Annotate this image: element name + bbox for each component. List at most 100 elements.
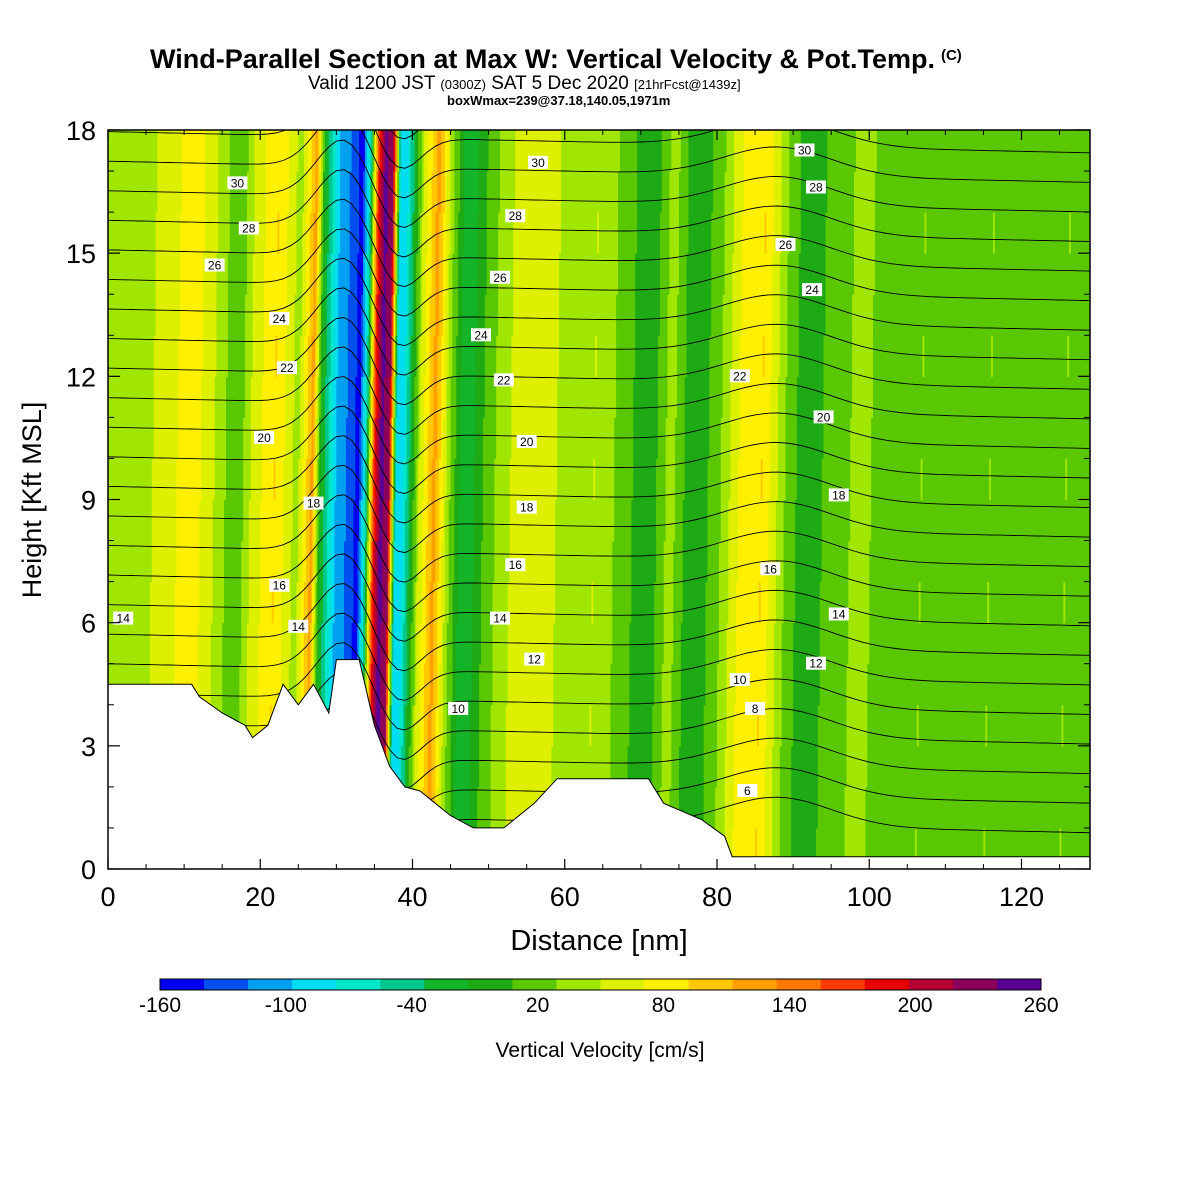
w-cell xyxy=(157,622,160,665)
w-cell xyxy=(326,581,330,624)
w-cell xyxy=(235,458,239,501)
w-cell xyxy=(208,581,212,624)
w-cell xyxy=(423,253,427,295)
w-cell xyxy=(481,499,484,542)
w-cell xyxy=(380,458,383,501)
w-cell xyxy=(618,540,621,583)
w-cell xyxy=(496,335,499,377)
w-cell xyxy=(627,663,631,706)
w-cell xyxy=(616,171,619,213)
w-cell xyxy=(389,458,393,501)
w-cell xyxy=(319,376,322,418)
w-cell xyxy=(559,499,562,542)
w-cell xyxy=(298,499,301,542)
w-cell xyxy=(250,458,254,501)
w-cell xyxy=(125,581,128,624)
w-cell xyxy=(224,294,227,336)
w-cell xyxy=(172,376,176,418)
w-cell xyxy=(509,335,513,377)
w-cell xyxy=(140,130,143,172)
w-cell xyxy=(374,663,377,706)
w-cell xyxy=(614,540,617,583)
w-cell xyxy=(205,335,208,377)
w-cell xyxy=(378,663,381,706)
w-cell xyxy=(595,499,598,542)
w-cell xyxy=(109,130,113,172)
w-cell xyxy=(576,253,579,295)
w-cell xyxy=(363,417,366,460)
w-cell xyxy=(193,540,197,583)
w-cell xyxy=(460,499,463,542)
w-cell xyxy=(309,335,313,377)
w-cell xyxy=(578,212,581,254)
w-cell xyxy=(538,335,541,377)
w-cell xyxy=(147,294,151,336)
w-cell xyxy=(243,253,246,295)
w-cell xyxy=(484,212,488,254)
w-cell xyxy=(368,253,372,295)
w-cell xyxy=(330,335,334,377)
w-cell xyxy=(534,663,537,706)
w-cell xyxy=(530,171,533,213)
w-cell xyxy=(281,458,284,501)
w-cell xyxy=(410,745,414,788)
w-cell xyxy=(385,376,389,418)
w-cell xyxy=(218,171,221,213)
w-cell xyxy=(111,294,115,336)
w-cell xyxy=(534,212,537,254)
w-cell xyxy=(566,376,570,418)
w-cell xyxy=(294,253,297,295)
w-cell xyxy=(425,212,429,254)
w-cell xyxy=(277,417,280,460)
w-cell xyxy=(524,253,528,295)
w-cell xyxy=(513,171,516,213)
w-cell xyxy=(260,294,263,336)
w-cell xyxy=(610,581,613,624)
w-cell xyxy=(515,622,518,665)
w-cell xyxy=(117,622,121,665)
w-cell xyxy=(374,335,377,377)
w-cell xyxy=(604,581,608,624)
w-cell xyxy=(484,786,488,829)
w-cell xyxy=(581,540,585,583)
w-cell xyxy=(197,130,200,172)
w-cell xyxy=(600,663,604,706)
w-cell xyxy=(328,540,332,583)
w-cell xyxy=(463,294,467,336)
w-cell xyxy=(252,581,256,624)
w-cell xyxy=(551,376,554,418)
w-cell xyxy=(258,458,261,501)
w-cell xyxy=(540,745,543,788)
w-cell xyxy=(435,171,438,213)
w-cell xyxy=(324,130,328,172)
w-cell xyxy=(334,417,337,460)
w-cell xyxy=(288,335,292,377)
w-cell xyxy=(439,171,442,213)
w-cell xyxy=(608,622,612,665)
w-cell xyxy=(572,622,575,665)
w-cell xyxy=(138,581,141,624)
w-cell xyxy=(130,540,134,583)
w-cell xyxy=(292,130,296,172)
w-cell xyxy=(397,663,400,706)
w-cell xyxy=(454,212,457,254)
w-cell xyxy=(374,417,377,460)
w-cell xyxy=(579,212,583,254)
w-cell xyxy=(334,253,337,295)
w-cell xyxy=(488,212,492,254)
w-cell xyxy=(612,581,615,624)
w-cell xyxy=(113,294,117,336)
w-cell xyxy=(477,130,480,172)
w-cell xyxy=(446,540,450,583)
w-cell xyxy=(343,581,347,624)
w-cell xyxy=(319,458,322,501)
w-cell xyxy=(465,704,469,747)
w-cell xyxy=(442,581,446,624)
w-cell xyxy=(182,581,185,624)
w-cell xyxy=(589,212,592,254)
w-cell xyxy=(461,212,465,254)
w-cell xyxy=(450,335,454,377)
w-cell xyxy=(225,335,229,377)
w-cell xyxy=(585,212,589,254)
w-cell xyxy=(313,581,317,624)
